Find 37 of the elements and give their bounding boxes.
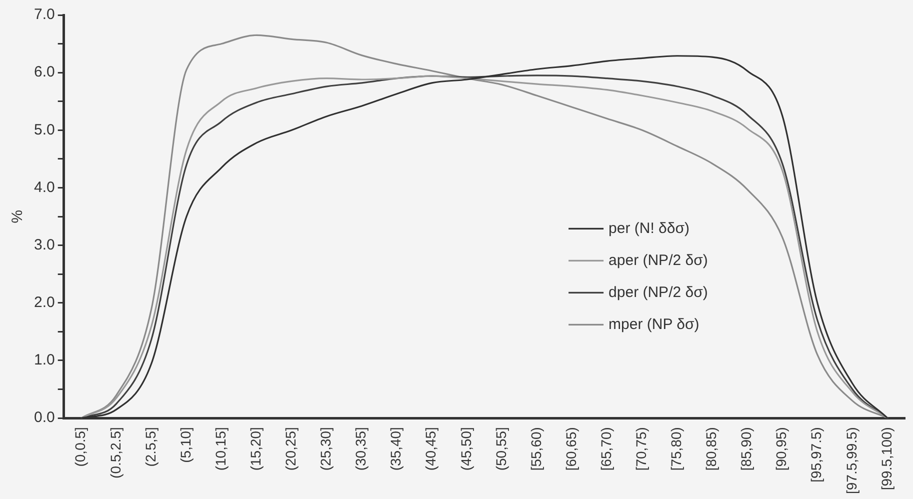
x-tick-label: (40,45]: [422, 427, 439, 471]
y-axis-title: %: [9, 210, 26, 224]
x-tick-label: (45,50]: [458, 427, 474, 471]
x-tick-label: (35,40]: [388, 427, 404, 471]
x-tick-label: [95,97.5): [808, 427, 824, 482]
x-tick-label: [55,60): [528, 427, 544, 471]
y-tick-label: 5.0: [34, 121, 55, 138]
x-tick-label: (50,55]: [492, 427, 509, 471]
legend-label: dper (NP/2 δσ): [608, 284, 708, 301]
x-tick-label: [97.5,99.5): [843, 427, 860, 494]
y-tick-label: 1.0: [34, 352, 55, 369]
legend-label: aper (NP/2 δσ): [608, 252, 708, 269]
y-tick-label: 0.0: [34, 409, 55, 426]
x-tick-label: [85,90): [738, 427, 754, 471]
x-tick-label: [70,75): [633, 427, 649, 471]
x-tick-label: (0.5,2.5]: [107, 427, 124, 478]
x-tick-label: [60,65): [562, 427, 579, 471]
legend-label: per (N! δδσ): [608, 220, 690, 237]
y-tick-label: 7.0: [34, 6, 55, 24]
x-tick-label: (15,20]: [247, 427, 264, 471]
x-tick-label: [75,80): [668, 427, 684, 471]
x-tick-label: [90,95): [773, 427, 790, 471]
legend-label: mper (NP δσ): [608, 316, 700, 333]
x-tick-label: (20,25]: [282, 427, 299, 471]
y-tick-label: 3.0: [34, 236, 55, 254]
x-tick-label: (0,0.5]: [72, 427, 88, 467]
y-tick-label: 2.0: [34, 294, 55, 312]
x-tick-label: (30,35]: [352, 427, 369, 471]
y-tick-label: 4.0: [34, 178, 55, 196]
x-tick-label: [80,85): [703, 427, 720, 471]
y-tick-label: 6.0: [34, 64, 55, 81]
x-tick-label: (10,15]: [212, 427, 228, 471]
x-tick-label: [65,70): [598, 427, 614, 471]
x-tick-label: (25,30]: [318, 427, 334, 471]
x-tick-label: (2.5,5]: [142, 427, 158, 467]
x-tick-label: (5,10]: [177, 427, 194, 463]
x-tick-label: [99.5,100): [878, 427, 894, 490]
